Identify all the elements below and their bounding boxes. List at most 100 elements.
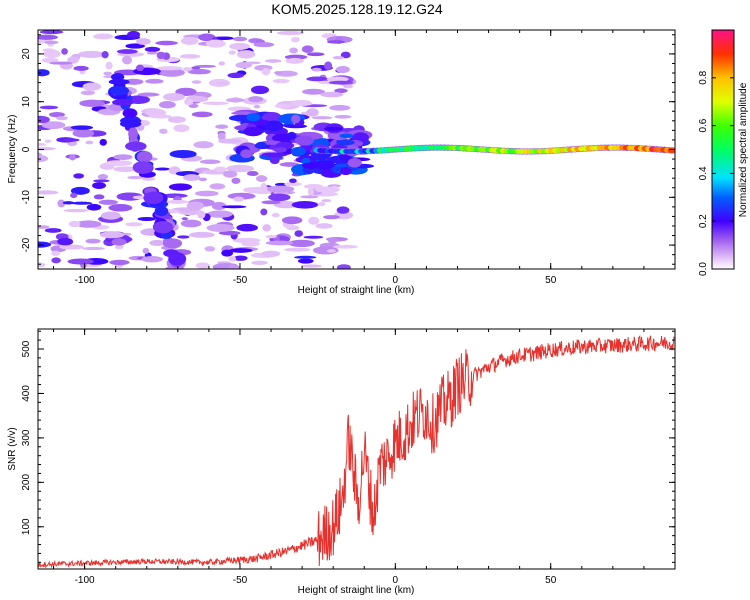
spectrogram-noise-blob xyxy=(93,179,110,183)
spectrogram-noise-blob xyxy=(111,238,127,246)
spectrogram-noise-blob xyxy=(228,256,237,262)
spectrogram-transition-blob xyxy=(240,149,253,159)
spectrogram-noise-blob xyxy=(100,211,121,220)
spectrogram-transition-blob xyxy=(294,135,314,146)
spectrogram-noise-blob xyxy=(86,203,102,211)
spectrogram-noise-blob xyxy=(233,196,245,202)
colorbar-tick-label: 0.8 xyxy=(698,70,709,84)
colorbar-tick-label: 0.0 xyxy=(698,262,709,276)
spectrogram-noise-blob xyxy=(326,76,349,82)
spectrogram-y-tick-label: -10 xyxy=(21,190,32,205)
spectrogram-noise-blob xyxy=(231,111,252,116)
spectrogram-streak-blob xyxy=(109,85,130,96)
snr-x-tick-label: -50 xyxy=(233,575,248,586)
spectrogram-streak-blob xyxy=(132,161,153,174)
spectrogram-noise-blob xyxy=(228,264,240,269)
spectrogram-noise-blob xyxy=(285,57,304,64)
spectrogram-streak-blob xyxy=(108,78,130,85)
spectrogram-noise-blob xyxy=(144,46,161,53)
spectrogram-noise-blob xyxy=(261,250,281,257)
spectrogram-noise-blob xyxy=(156,66,183,71)
spectrogram-noise-blob xyxy=(98,199,118,205)
spectrogram-noise-blob xyxy=(307,187,315,196)
spectrogram-noise-blob xyxy=(193,141,214,149)
spectrogram-noise-blob xyxy=(109,259,130,266)
spectrogram-noise-blob xyxy=(70,125,94,130)
spectrogram-streak-blob xyxy=(143,191,164,205)
spectrogram-noise-blob xyxy=(256,175,268,183)
snr-series-line xyxy=(37,335,675,569)
snr-frame xyxy=(37,328,676,570)
spectrogram-noise-blob xyxy=(38,241,52,248)
spectrogram-noise-blob xyxy=(67,56,79,64)
spectrogram-noise-blob xyxy=(336,264,351,269)
spectrogram-transition-blob xyxy=(261,152,288,158)
spectrogram-noise-blob xyxy=(146,51,158,55)
spectrogram-streak-blob xyxy=(168,252,187,266)
spectrogram-noise-blob xyxy=(318,201,326,207)
spectrogram-noise-blob xyxy=(163,93,185,101)
spectrogram-noise-blob xyxy=(276,30,305,36)
spectrogram-streak-blob xyxy=(136,151,153,163)
spectrogram-noise-blob xyxy=(206,223,235,232)
spectrogram-noise-blob xyxy=(218,61,225,66)
spectrogram-noise-blob xyxy=(69,154,76,161)
spectrogram-noise-blob xyxy=(173,124,190,133)
spectrogram-noise-blob xyxy=(334,88,348,94)
spectrogram-y-tick-label: 10 xyxy=(21,96,32,108)
spectrogram-noise-blob xyxy=(38,142,47,147)
spectrogram-noise-blob xyxy=(123,78,144,85)
spectrogram-noise-blob xyxy=(70,201,93,205)
spectrogram-noise-blob xyxy=(113,166,138,172)
spectrogram-noise-blob xyxy=(329,104,351,111)
colorbar-frame xyxy=(711,29,735,270)
spectrogram-noise-blob xyxy=(306,52,325,57)
spectrogram-noise-blob xyxy=(97,174,109,180)
spectrogram-noise-blob xyxy=(202,101,230,106)
spectrogram-transition-blob xyxy=(313,160,336,170)
spectrogram-noise-blob xyxy=(44,40,59,45)
spectrogram-noise-blob xyxy=(265,235,277,239)
spectrogram-noise-blob xyxy=(235,62,253,69)
spectrogram-y-label: Frequency (Hz) xyxy=(7,115,18,184)
spectrogram-noise-blob xyxy=(161,193,188,199)
spectrogram-noise-blob xyxy=(303,235,324,239)
spectrogram-noise-blob xyxy=(188,231,215,238)
spectrogram-noise-blob xyxy=(167,116,187,123)
spectrogram-noise-blob xyxy=(166,199,189,204)
spectrogram-noise-blob xyxy=(63,208,89,213)
spectrogram-noise-blob xyxy=(226,164,255,173)
spectrogram-noise-blob xyxy=(191,111,213,118)
snr-y-tick-label: 500 xyxy=(21,340,32,357)
spectrogram-noise-blob xyxy=(85,238,101,244)
spectrogram-noise-blob xyxy=(49,112,65,118)
spectrogram-noise-blob xyxy=(215,81,228,86)
spectrogram-noise-blob xyxy=(127,175,143,180)
spectrogram-noise-blob xyxy=(288,239,315,248)
spectrogram-noise-blob xyxy=(82,82,102,91)
spectrogram-noise-blob xyxy=(327,40,345,44)
spectrogram-noise-blob xyxy=(264,59,282,63)
spectrogram-noise-blob xyxy=(116,49,138,54)
spectrogram-transition-blob xyxy=(316,138,329,143)
spectrogram-streak-blob xyxy=(110,73,125,81)
spectrogram-noise-blob xyxy=(137,216,157,221)
spectrogram-noise-blob xyxy=(141,256,164,263)
snr-y-tick-label: 100 xyxy=(21,518,32,535)
spectrogram-noise-blob xyxy=(38,262,46,268)
spectrogram-noise-blob xyxy=(229,248,253,253)
spectrogram-noise-blob xyxy=(70,186,90,195)
spectrogram-noise-blob xyxy=(101,50,109,59)
spectrogram-noise-blob xyxy=(136,38,151,45)
spectrogram-noise-blob xyxy=(214,166,227,173)
spectrogram-noise-blob xyxy=(291,201,319,209)
spectrogram-noise-blob xyxy=(70,192,78,199)
spectrogram-noise-blob xyxy=(62,201,75,205)
spectrogram-noise-blob xyxy=(227,72,245,79)
spectrogram-noise-blob xyxy=(236,50,256,59)
spectrogram-noise-blob xyxy=(41,57,59,63)
spectrogram-transition-blob xyxy=(287,131,297,140)
spectrogram-noise-blob xyxy=(332,56,345,60)
spectrogram-noise-blob xyxy=(323,215,340,220)
spectrogram-streak-blob xyxy=(122,108,138,119)
